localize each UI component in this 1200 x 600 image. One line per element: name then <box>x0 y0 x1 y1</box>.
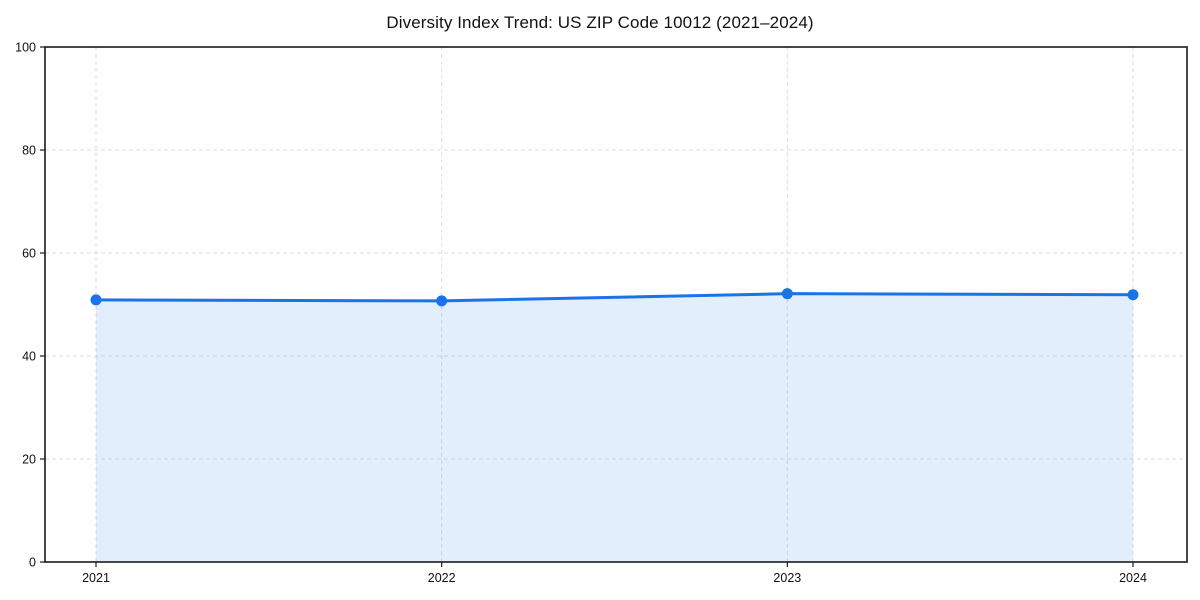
trend-line <box>94 292 1135 303</box>
y-tick-label-60: 60 <box>22 247 36 261</box>
x-tick-label-2021: 2021 <box>82 571 110 585</box>
y-tick-label-100: 100 <box>15 41 36 55</box>
x-tick-label-2024: 2024 <box>1119 571 1147 585</box>
area-fill <box>96 293 1133 562</box>
plot-border <box>44 46 1188 563</box>
data-point-2022 <box>436 295 448 307</box>
data-point-2021 <box>90 294 102 306</box>
data-point-2024 <box>1127 289 1139 301</box>
data-point-2023 <box>781 288 793 300</box>
y-tick-label-0: 0 <box>29 556 36 570</box>
y-tick-label-80: 80 <box>22 144 36 158</box>
y-tick-label-40: 40 <box>22 350 36 364</box>
x-tick-label-2022: 2022 <box>428 571 456 585</box>
y-tick-label-20: 20 <box>22 453 36 467</box>
chart-title: Diversity Index Trend: US ZIP Code 10012… <box>386 13 814 32</box>
x-tick-label-2023: 2023 <box>773 571 801 585</box>
